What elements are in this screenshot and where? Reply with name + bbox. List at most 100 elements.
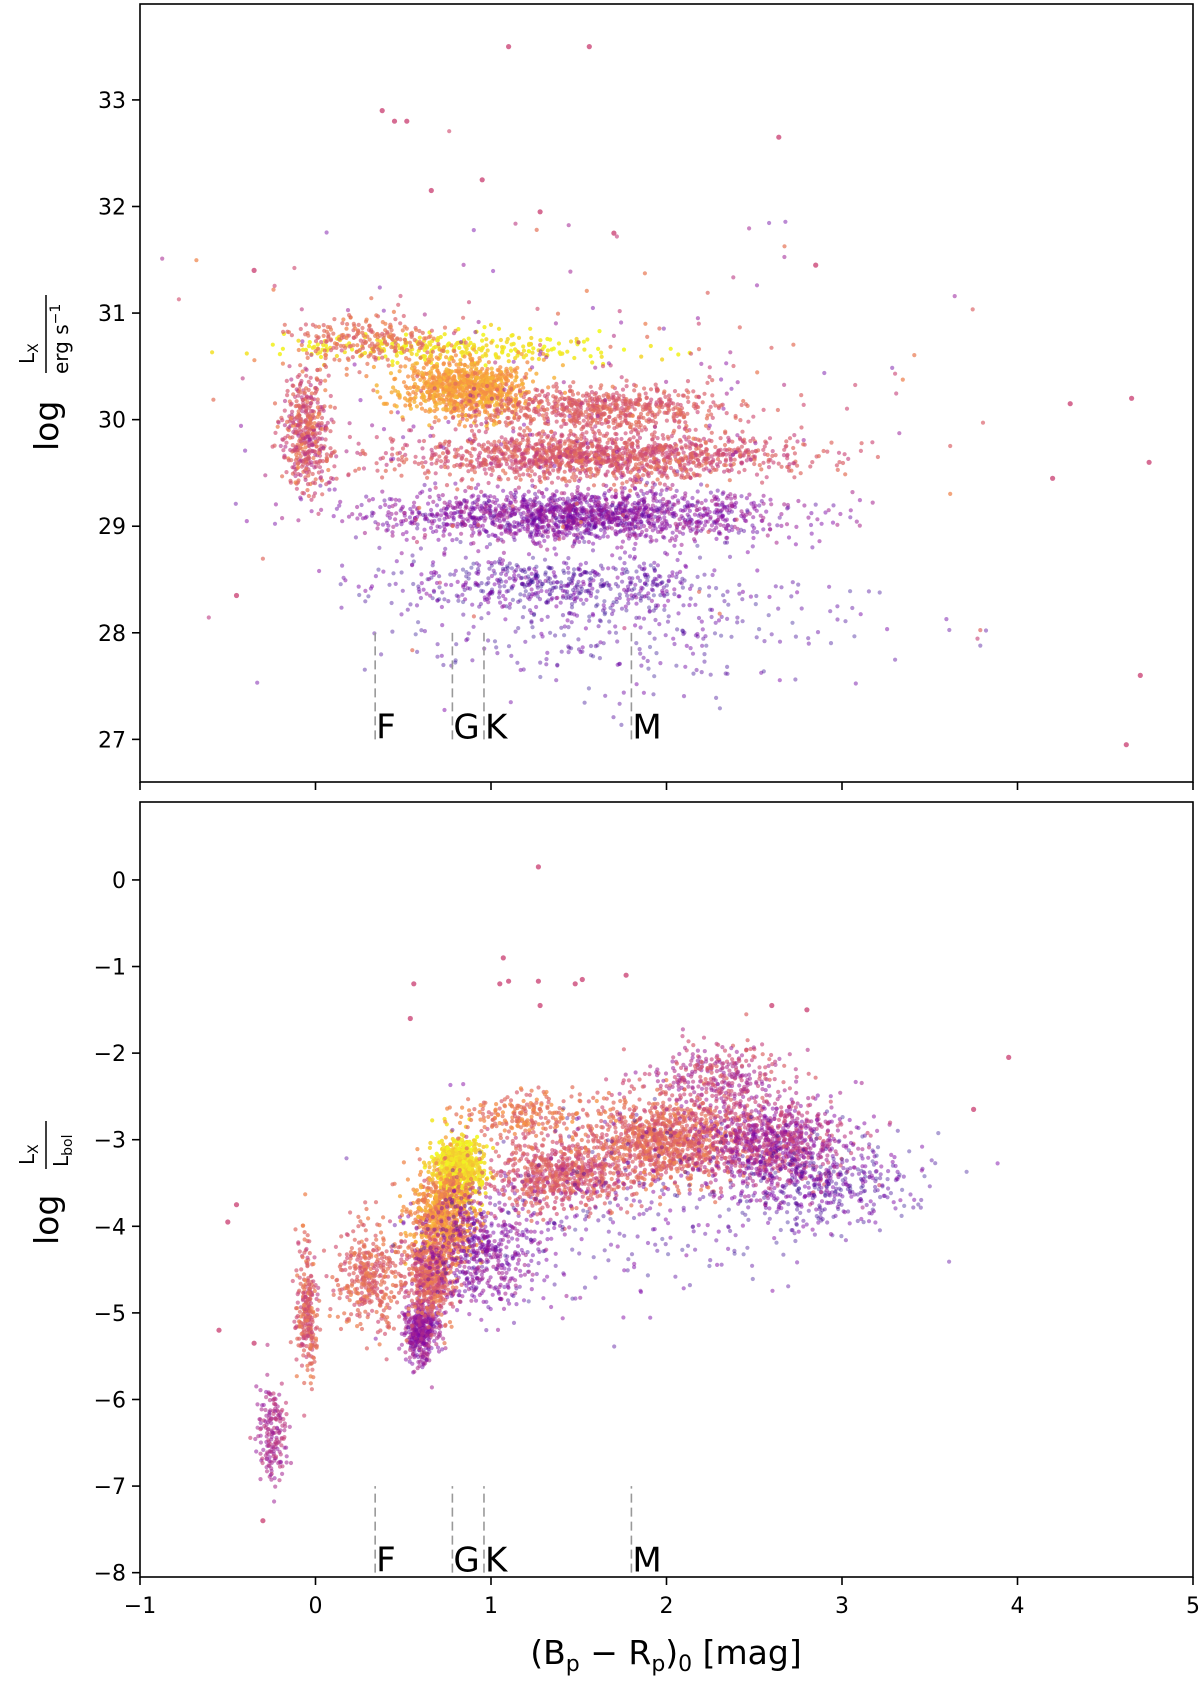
top-scatter-point [695,500,700,505]
top-scatter-point [436,418,441,423]
top-scatter-point [696,524,701,529]
top-scatter-point [346,514,352,519]
top-scatter-point [703,441,709,446]
top-scatter-point [558,508,564,513]
top-scatter-point [315,342,320,347]
top-scatter-point [412,500,417,505]
top-scatter-point [688,528,693,534]
top-scatter-point [664,418,670,423]
top-scatter-point [742,450,748,455]
top-scatter-point [762,444,767,449]
top-scatter-point [597,431,603,436]
top-scatter-point [830,520,836,525]
top-scatter-point [475,375,480,380]
top-scatter-point [472,347,477,352]
top-scatter-point [713,403,718,408]
top-scatter-point [479,374,484,379]
top-scatter-point [430,521,435,526]
top-scatter-point [233,501,238,506]
top-scatter-point [327,487,332,492]
top-scatter-point [480,354,485,359]
top-scatter-point [604,497,609,502]
top-scatter-point [779,523,784,529]
top-scatter-point [555,403,560,408]
top-scatter-point [486,480,491,486]
top-scatter-point [560,363,566,368]
top-scatter-point [429,353,434,359]
top-scatter-point [686,399,691,404]
top-scatter-point [551,451,556,456]
top-scatter-point [639,477,644,482]
top-scatter-points [160,44,1152,748]
top-scatter-point [548,464,553,469]
top-scatter-point [546,433,551,439]
top-scatter-point [392,377,397,382]
top-scatter-point [560,531,566,536]
top-scatter-point [500,398,505,403]
top-scatter-point [390,504,395,509]
top-scatter-point [565,524,570,529]
top-scatter-point [697,464,702,469]
top-scatter-point [585,337,590,342]
top-scatter-point [477,455,482,460]
top-scatter-point [616,454,621,459]
top-scatter-point [636,501,641,506]
top-scatter-point [673,494,678,499]
top-scatter-point [665,434,670,439]
top-scatter-point [463,522,468,528]
top-scatter-point [445,459,450,464]
top-scatter-point [444,483,450,488]
top-scatter-point [532,406,537,411]
top-scatter-point [552,498,557,503]
top-scatter-point [623,431,628,436]
top-scatter-point [520,435,525,440]
top-scatter-point [561,418,566,423]
top-scatter-point [611,470,616,475]
top-scatter-point [521,344,526,349]
top-scatter-point [840,460,846,466]
top-scatter-point [666,614,671,619]
top-scatter-point [678,508,683,513]
top-scatter-point [606,488,612,493]
top-scatter-point [676,500,681,505]
top-scatter-point [681,393,687,398]
top-scatter-point [521,395,526,400]
top-scatter-point [561,535,566,541]
top-scatter-point [382,498,387,503]
top-scatter-point [641,491,646,497]
top-scatter-point [474,423,479,428]
top-scatter-point [447,402,452,407]
top-scatter-point [375,468,380,473]
top-scatter-point [676,352,681,357]
top-scatter-point [427,423,432,428]
top-scatter-point [539,434,544,439]
top-scatter-point [610,503,615,508]
top-scatter-point [536,408,541,414]
top-scatter-point [463,488,468,494]
top-scatter-point [838,511,843,517]
top-scatter-point [798,471,803,476]
top-scatter-point [619,571,625,576]
top-scatter-point [559,432,564,437]
top-scatter-point [525,504,530,509]
top-scatter-point [510,403,516,408]
top-scatter-point [676,420,682,425]
top-scatter-point [567,479,572,484]
top-scatter-point [398,350,403,355]
top-scatter-point [548,495,553,501]
top-scatter-point [464,449,469,454]
top-scatter-point [750,529,756,534]
top-scatter-point [648,563,653,568]
top-scatter-point [581,339,587,344]
top-scatter-point [448,405,453,410]
top-scatter-point [505,369,510,374]
top-scatter-point [436,370,441,375]
top-scatter-point [545,336,550,342]
top-scatter-point [669,506,674,512]
top-scatter-point [618,415,623,421]
top-scatter-point [707,374,712,379]
top-scatter-point [509,386,514,391]
top-scatter-point [642,386,647,391]
top-scatter-point [795,439,800,444]
top-scatter-point [484,383,490,389]
